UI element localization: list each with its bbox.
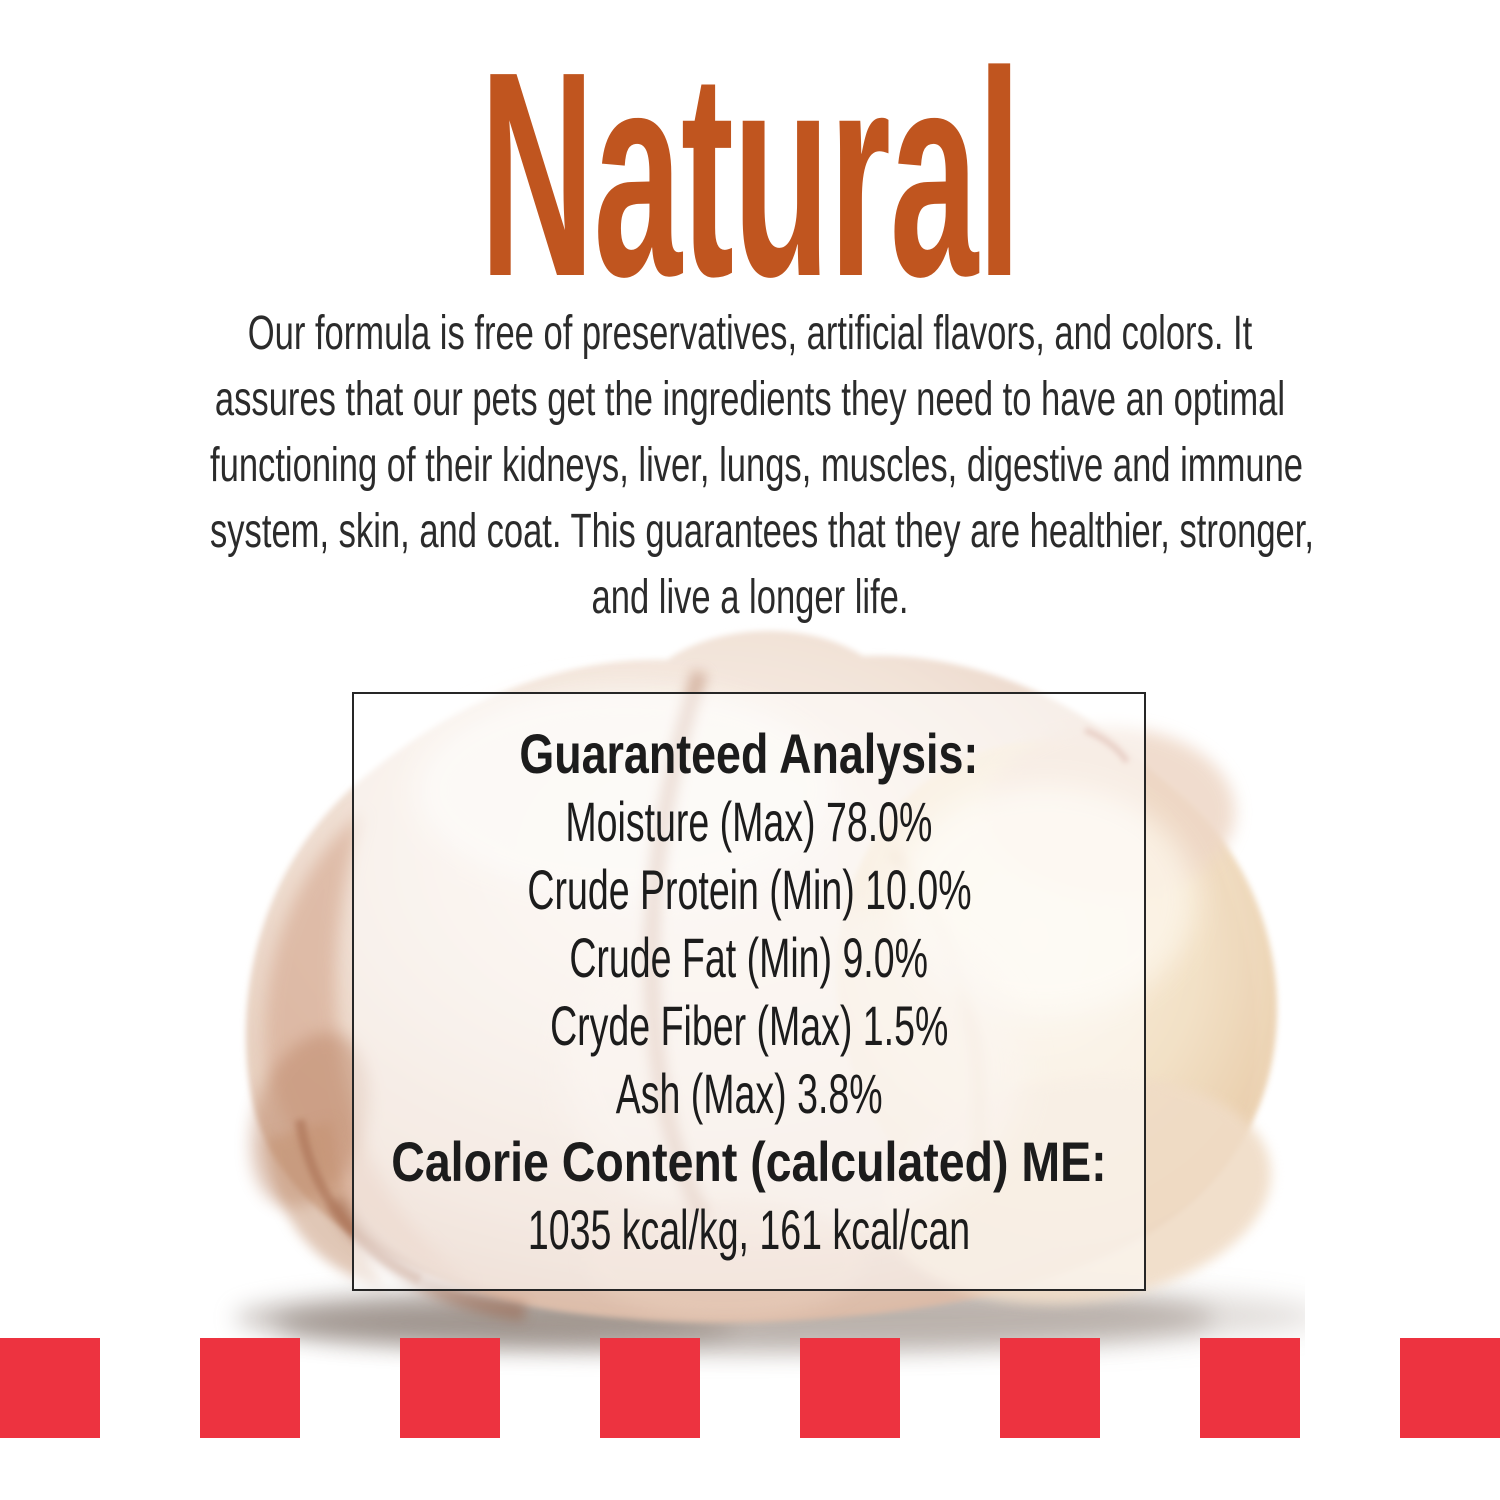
intro-line: functioning of their kidneys, liver, lun… [210, 439, 1304, 492]
intro-line: system, skin, and coat. This guarantees … [210, 505, 1314, 558]
analysis-row-fat: Crude Fat (Min) 9.0% [569, 925, 929, 989]
analysis-heading: Guaranteed Analysis: [519, 721, 979, 785]
analysis-row-protein: Crude Protein (Min) 10.0% [526, 857, 972, 921]
analysis-row-moisture: Moisture (Max) 78.0% [565, 789, 933, 853]
guaranteed-analysis-panel: Guaranteed Analysis: Moisture (Max) 78.0… [352, 692, 1146, 1291]
red-square [1400, 1338, 1500, 1438]
red-square [200, 1338, 300, 1438]
intro-line: and live a longer life. [591, 571, 909, 624]
red-square [600, 1338, 700, 1438]
red-square [1000, 1338, 1100, 1438]
intro-line: assures that our pets get the ingredient… [214, 373, 1286, 426]
intro-line: Our formula is free of preservatives, ar… [247, 307, 1253, 360]
calorie-value: 1035 kcal/kg, 161 kcal/can [527, 1197, 971, 1261]
checker-stripe [0, 1338, 1500, 1438]
red-square [0, 1338, 100, 1438]
red-square [1200, 1338, 1300, 1438]
analysis-row-fiber: Cryde Fiber (Max) 1.5% [549, 993, 949, 1057]
page-title: Natural [479, 11, 1022, 337]
red-square [800, 1338, 900, 1438]
calorie-heading: Calorie Content (calculated) ME: [391, 1129, 1107, 1193]
analysis-row-ash: Ash (Max) 3.8% [615, 1061, 883, 1125]
intro-paragraph: Our formula is free of preservatives, ar… [210, 301, 1314, 631]
red-square [400, 1338, 500, 1438]
